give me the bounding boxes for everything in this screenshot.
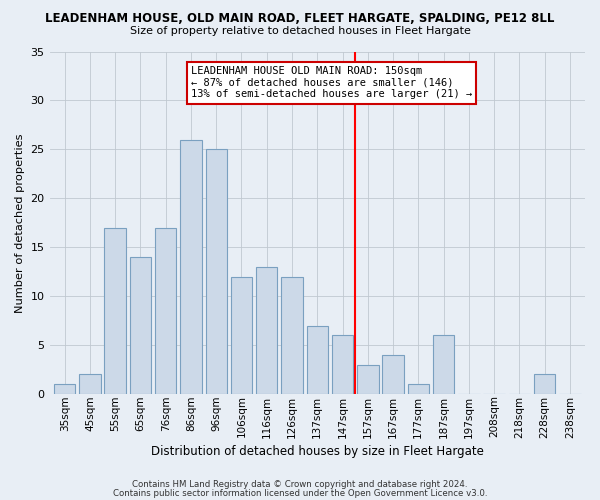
- Bar: [281, 276, 303, 394]
- Bar: [231, 276, 252, 394]
- Bar: [256, 267, 277, 394]
- Bar: [407, 384, 429, 394]
- Bar: [130, 257, 151, 394]
- Bar: [206, 150, 227, 394]
- Bar: [382, 355, 404, 394]
- Bar: [433, 336, 454, 394]
- Y-axis label: Number of detached properties: Number of detached properties: [15, 133, 25, 312]
- Text: Size of property relative to detached houses in Fleet Hargate: Size of property relative to detached ho…: [130, 26, 470, 36]
- Text: Contains public sector information licensed under the Open Government Licence v3: Contains public sector information licen…: [113, 489, 487, 498]
- Bar: [332, 336, 353, 394]
- Bar: [79, 374, 101, 394]
- Bar: [357, 364, 379, 394]
- Bar: [54, 384, 76, 394]
- Bar: [180, 140, 202, 394]
- Bar: [534, 374, 556, 394]
- Bar: [104, 228, 126, 394]
- Text: LEADENHAM HOUSE OLD MAIN ROAD: 150sqm
← 87% of detached houses are smaller (146): LEADENHAM HOUSE OLD MAIN ROAD: 150sqm ← …: [191, 66, 472, 100]
- Text: LEADENHAM HOUSE, OLD MAIN ROAD, FLEET HARGATE, SPALDING, PE12 8LL: LEADENHAM HOUSE, OLD MAIN ROAD, FLEET HA…: [46, 12, 554, 26]
- Text: Contains HM Land Registry data © Crown copyright and database right 2024.: Contains HM Land Registry data © Crown c…: [132, 480, 468, 489]
- X-axis label: Distribution of detached houses by size in Fleet Hargate: Distribution of detached houses by size …: [151, 444, 484, 458]
- Bar: [155, 228, 176, 394]
- Bar: [307, 326, 328, 394]
